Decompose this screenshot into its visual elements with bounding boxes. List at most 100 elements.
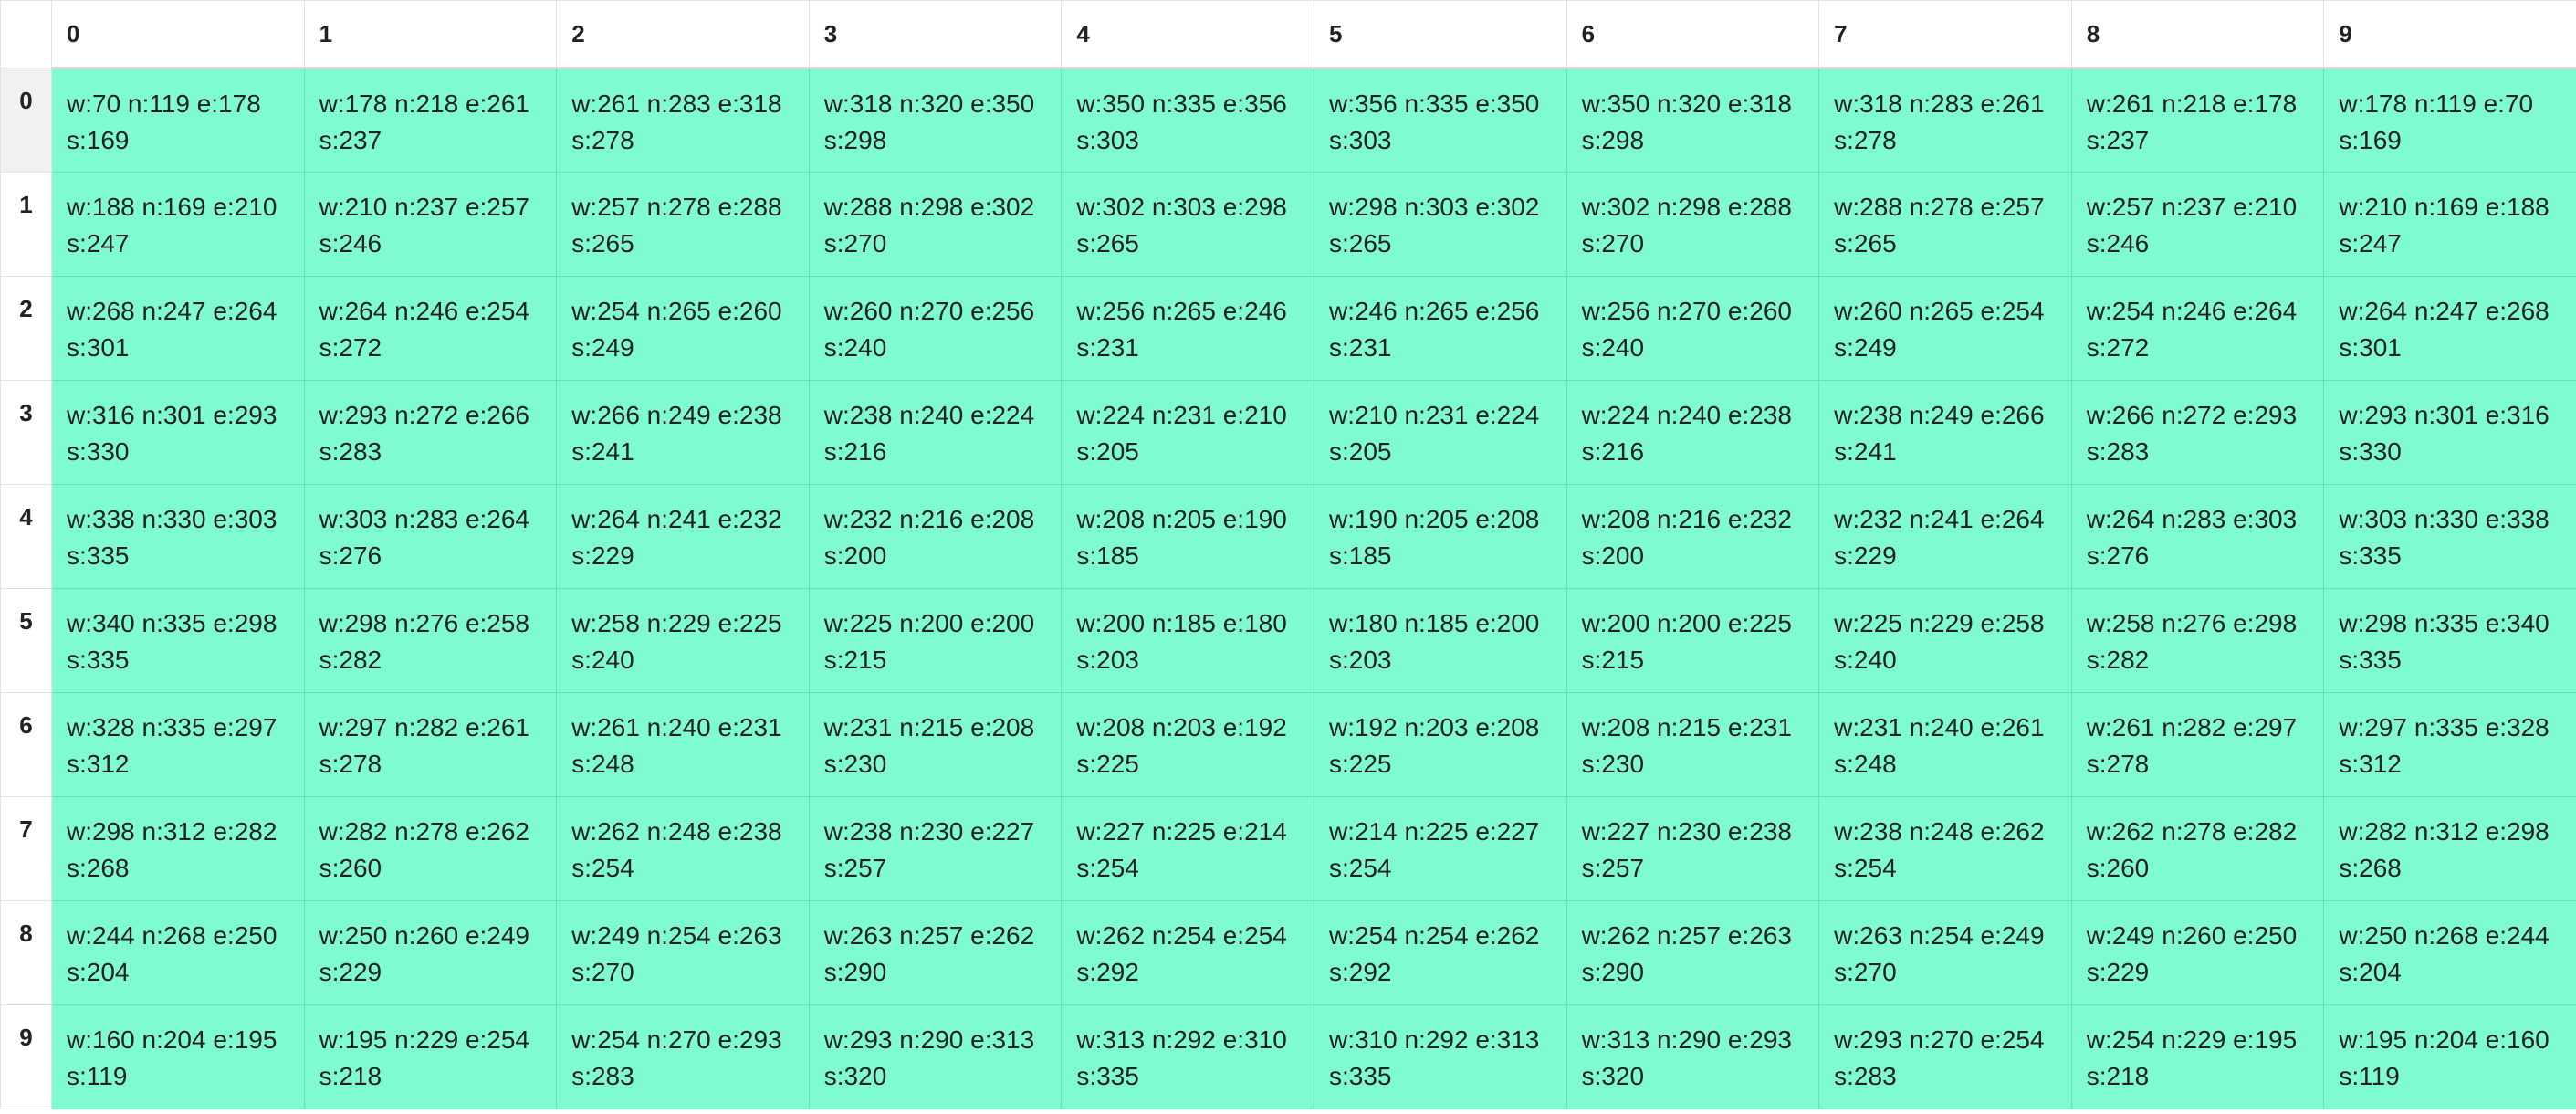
grid-cell[interactable]: w:316 n:301 e:293 s:330 <box>51 380 305 485</box>
grid-cell[interactable]: w:232 n:216 e:208 s:200 <box>808 484 1063 589</box>
grid-cell[interactable]: w:264 n:241 e:232 s:229 <box>556 484 810 589</box>
grid-cell[interactable]: w:293 n:290 e:313 s:320 <box>808 1004 1063 1109</box>
grid-cell[interactable]: w:302 n:298 e:288 s:270 <box>1565 172 1820 277</box>
grid-cell[interactable]: w:210 n:169 e:188 s:247 <box>2323 172 2576 277</box>
grid-cell[interactable]: w:238 n:230 e:227 s:257 <box>808 796 1063 901</box>
grid-cell[interactable]: w:263 n:257 e:262 s:290 <box>808 900 1063 1005</box>
grid-cell[interactable]: w:254 n:246 e:264 s:272 <box>2070 276 2325 381</box>
grid-cell[interactable]: w:250 n:260 e:249 s:229 <box>303 900 558 1005</box>
row-header-0[interactable]: 0 <box>0 68 52 173</box>
grid-cell[interactable]: w:208 n:203 e:192 s:225 <box>1061 692 1314 797</box>
row-header-3[interactable]: 3 <box>0 380 52 485</box>
column-header-5[interactable]: 5 <box>1313 0 1567 69</box>
grid-cell[interactable]: w:262 n:248 e:238 s:254 <box>556 796 810 901</box>
grid-cell[interactable]: w:298 n:335 e:340 s:335 <box>2323 588 2576 693</box>
grid-cell[interactable]: w:298 n:303 e:302 s:265 <box>1313 172 1567 277</box>
row-header-5[interactable]: 5 <box>0 588 52 693</box>
grid-cell[interactable]: w:288 n:298 e:302 s:270 <box>808 172 1063 277</box>
grid-cell[interactable]: w:313 n:292 e:310 s:335 <box>1061 1004 1314 1109</box>
grid-cell[interactable]: w:260 n:270 e:256 s:240 <box>808 276 1063 381</box>
grid-cell[interactable]: w:208 n:216 e:232 s:200 <box>1565 484 1820 589</box>
grid-cell[interactable]: w:231 n:215 e:208 s:230 <box>808 692 1063 797</box>
grid-cell[interactable]: w:262 n:278 e:282 s:260 <box>2070 796 2325 901</box>
grid-cell[interactable]: w:238 n:248 e:262 s:254 <box>1818 796 2072 901</box>
grid-cell[interactable]: w:246 n:265 e:256 s:231 <box>1313 276 1567 381</box>
grid-cell[interactable]: w:264 n:247 e:268 s:301 <box>2323 276 2576 381</box>
row-header-1[interactable]: 1 <box>0 172 52 277</box>
column-header-3[interactable]: 3 <box>808 0 1063 69</box>
grid-cell[interactable]: w:302 n:303 e:298 s:265 <box>1061 172 1314 277</box>
grid-cell[interactable]: w:208 n:215 e:231 s:230 <box>1565 692 1820 797</box>
grid-cell[interactable]: w:227 n:225 e:214 s:254 <box>1061 796 1314 901</box>
grid-cell[interactable]: w:261 n:240 e:231 s:248 <box>556 692 810 797</box>
column-header-7[interactable]: 7 <box>1818 0 2072 69</box>
grid-cell[interactable]: w:264 n:246 e:254 s:272 <box>303 276 558 381</box>
grid-cell[interactable]: w:232 n:241 e:264 s:229 <box>1818 484 2072 589</box>
grid-cell[interactable]: w:254 n:265 e:260 s:249 <box>556 276 810 381</box>
grid-cell[interactable]: w:262 n:254 e:254 s:292 <box>1061 900 1314 1005</box>
grid-cell[interactable]: w:303 n:283 e:264 s:276 <box>303 484 558 589</box>
grid-cell[interactable]: w:266 n:249 e:238 s:241 <box>556 380 810 485</box>
grid-cell[interactable]: w:249 n:260 e:250 s:229 <box>2070 900 2325 1005</box>
grid-cell[interactable]: w:318 n:320 e:350 s:298 <box>808 68 1063 173</box>
grid-cell[interactable]: w:210 n:231 e:224 s:205 <box>1313 380 1567 485</box>
grid-cell[interactable]: w:298 n:312 e:282 s:268 <box>51 796 305 901</box>
grid-cell[interactable]: w:200 n:185 e:180 s:203 <box>1061 588 1314 693</box>
row-header-6[interactable]: 6 <box>0 692 52 797</box>
grid-cell[interactable]: w:293 n:272 e:266 s:283 <box>303 380 558 485</box>
grid-cell[interactable]: w:214 n:225 e:227 s:254 <box>1313 796 1567 901</box>
row-header-4[interactable]: 4 <box>0 484 52 589</box>
row-header-9[interactable]: 9 <box>0 1004 52 1109</box>
grid-cell[interactable]: w:328 n:335 e:297 s:312 <box>51 692 305 797</box>
grid-cell[interactable]: w:257 n:278 e:288 s:265 <box>556 172 810 277</box>
grid-cell[interactable]: w:227 n:230 e:238 s:257 <box>1565 796 1820 901</box>
grid-cell[interactable]: w:340 n:335 e:298 s:335 <box>51 588 305 693</box>
grid-cell[interactable]: w:313 n:290 e:293 s:320 <box>1565 1004 1820 1109</box>
grid-cell[interactable]: w:263 n:254 e:249 s:270 <box>1818 900 2072 1005</box>
grid-cell[interactable]: w:224 n:240 e:238 s:216 <box>1565 380 1820 485</box>
grid-cell[interactable]: w:231 n:240 e:261 s:248 <box>1818 692 2072 797</box>
grid-cell[interactable]: w:268 n:247 e:264 s:301 <box>51 276 305 381</box>
grid-cell[interactable]: w:254 n:270 e:293 s:283 <box>556 1004 810 1109</box>
grid-cell[interactable]: w:188 n:169 e:210 s:247 <box>51 172 305 277</box>
grid-cell[interactable]: w:192 n:203 e:208 s:225 <box>1313 692 1567 797</box>
grid-cell[interactable]: w:282 n:312 e:298 s:268 <box>2323 796 2576 901</box>
grid-cell[interactable]: w:208 n:205 e:190 s:185 <box>1061 484 1314 589</box>
grid-cell[interactable]: w:254 n:254 e:262 s:292 <box>1313 900 1567 1005</box>
grid-cell[interactable]: w:350 n:320 e:318 s:298 <box>1565 68 1820 173</box>
grid-cell[interactable]: w:180 n:185 e:200 s:203 <box>1313 588 1567 693</box>
grid-cell[interactable]: w:298 n:276 e:258 s:282 <box>303 588 558 693</box>
grid-cell[interactable]: w:190 n:205 e:208 s:185 <box>1313 484 1567 589</box>
grid-cell[interactable]: w:178 n:119 e:70 s:169 <box>2323 68 2576 173</box>
grid-cell[interactable]: w:254 n:229 e:195 s:218 <box>2070 1004 2325 1109</box>
grid-cell[interactable]: w:310 n:292 e:313 s:335 <box>1313 1004 1567 1109</box>
grid-cell[interactable]: w:160 n:204 e:195 s:119 <box>51 1004 305 1109</box>
grid-cell[interactable]: w:262 n:257 e:263 s:290 <box>1565 900 1820 1005</box>
grid-cell[interactable]: w:195 n:229 e:254 s:218 <box>303 1004 558 1109</box>
grid-cell[interactable]: w:250 n:268 e:244 s:204 <box>2323 900 2576 1005</box>
grid-cell[interactable]: w:258 n:229 e:225 s:240 <box>556 588 810 693</box>
grid-cell[interactable]: w:238 n:240 e:224 s:216 <box>808 380 1063 485</box>
grid-cell[interactable]: w:338 n:330 e:303 s:335 <box>51 484 305 589</box>
grid-cell[interactable]: w:257 n:237 e:210 s:246 <box>2070 172 2325 277</box>
grid-cell[interactable]: w:356 n:335 e:350 s:303 <box>1313 68 1567 173</box>
column-header-4[interactable]: 4 <box>1061 0 1314 69</box>
grid-cell[interactable]: w:318 n:283 e:261 s:278 <box>1818 68 2072 173</box>
column-header-6[interactable]: 6 <box>1565 0 1820 69</box>
column-header-0[interactable]: 0 <box>51 0 305 69</box>
grid-cell[interactable]: w:225 n:229 e:258 s:240 <box>1818 588 2072 693</box>
grid-cell[interactable]: w:200 n:200 e:225 s:215 <box>1565 588 1820 693</box>
grid-cell[interactable]: w:256 n:270 e:260 s:240 <box>1565 276 1820 381</box>
grid-cell[interactable]: w:297 n:335 e:328 s:312 <box>2323 692 2576 797</box>
grid-cell[interactable]: w:288 n:278 e:257 s:265 <box>1818 172 2072 277</box>
grid-cell[interactable]: w:70 n:119 e:178 s:169 <box>51 68 305 173</box>
grid-cell[interactable]: w:282 n:278 e:262 s:260 <box>303 796 558 901</box>
grid-cell[interactable]: w:256 n:265 e:246 s:231 <box>1061 276 1314 381</box>
grid-cell[interactable]: w:244 n:268 e:250 s:204 <box>51 900 305 1005</box>
grid-cell[interactable]: w:266 n:272 e:293 s:283 <box>2070 380 2325 485</box>
column-header-2[interactable]: 2 <box>556 0 810 69</box>
grid-cell[interactable]: w:224 n:231 e:210 s:205 <box>1061 380 1314 485</box>
grid-cell[interactable]: w:258 n:276 e:298 s:282 <box>2070 588 2325 693</box>
grid-cell[interactable]: w:293 n:270 e:254 s:283 <box>1818 1004 2072 1109</box>
grid-cell[interactable]: w:293 n:301 e:316 s:330 <box>2323 380 2576 485</box>
